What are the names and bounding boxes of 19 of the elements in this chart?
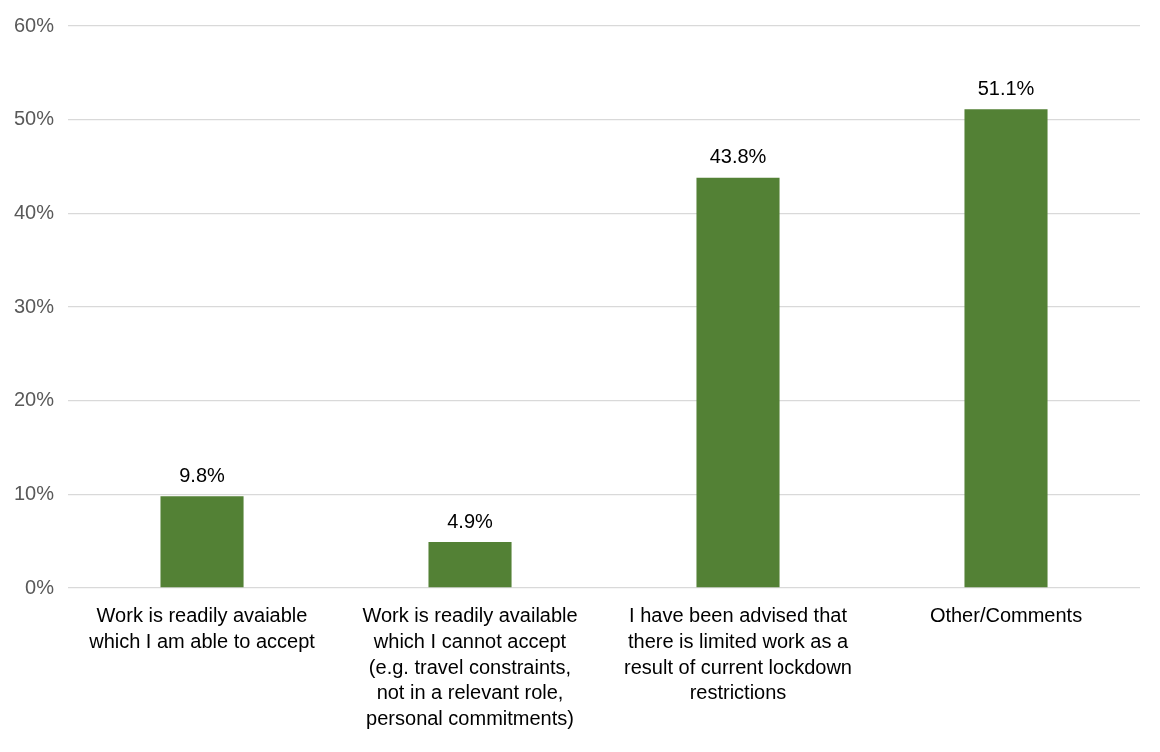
y-tick-label: 50% (14, 107, 55, 130)
x-tick-label: Work is readily avaiable which I am able to accept (88, 604, 316, 652)
y-tick-label: 10% (14, 481, 55, 504)
x-tick-label: I have been advised that there is limited work as a result of current lockdown restrictions (624, 604, 852, 704)
data-label: 9.8% (179, 463, 226, 486)
data-label: 51.1% (977, 76, 1035, 99)
y-tick-label: 30% (14, 294, 55, 317)
bar (696, 177, 780, 588)
y-tick-label: 20% (14, 388, 55, 411)
y-tick-label: 60% (14, 13, 55, 36)
data-label: 4.9% (447, 509, 494, 532)
bar (964, 109, 1048, 588)
bar (160, 496, 244, 588)
data-label: 43.8% (709, 145, 767, 168)
bar (428, 542, 512, 588)
x-tick-label: Work is readily available which I cannot accept (e.g. travel constraints, not in a relevant role, personal commitments) (362, 604, 578, 729)
x-tick-label: Other/Comments (929, 604, 1083, 627)
y-tick-label: 0% (25, 575, 55, 598)
y-tick-label: 40% (14, 200, 55, 223)
